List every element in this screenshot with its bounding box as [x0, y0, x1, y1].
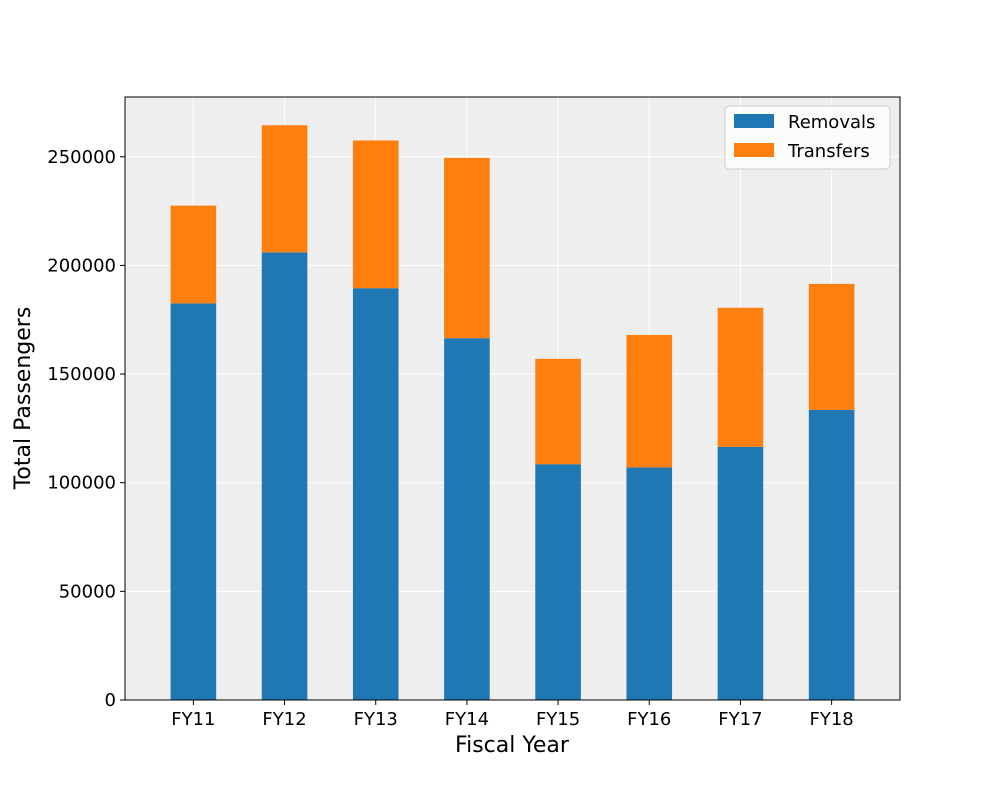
bar-removals-fy11	[170, 303, 217, 700]
bar-transfers-fy18	[808, 283, 855, 410]
x-tick-label: FY18	[809, 709, 853, 730]
legend-label-removals: Removals	[788, 112, 875, 133]
x-axis-label: Fiscal Year	[455, 733, 570, 758]
bar-removals-fy15	[535, 464, 581, 700]
x-tick-label: FY12	[262, 709, 306, 730]
bar-transfers-fy14	[444, 157, 490, 339]
bar-removals-fy16	[626, 467, 673, 700]
bar-removals-fy14	[444, 338, 490, 700]
y-tick-label: 150000	[47, 364, 116, 385]
y-axis-label: Total Passengers	[11, 307, 36, 491]
y-tick-label: 100000	[47, 473, 116, 494]
x-tick-label: FY15	[536, 709, 580, 730]
bar-transfers-fy17	[717, 307, 764, 447]
bar-removals-fy12	[261, 252, 308, 701]
x-tick-label: FY13	[354, 709, 398, 730]
bar-removals-fy17	[717, 446, 764, 700]
legend-label-transfers: Transfers	[787, 141, 870, 162]
plot-frame	[124, 96, 901, 701]
x-tick-label: FY11	[171, 709, 215, 730]
bar-transfers-fy11	[170, 205, 217, 304]
bar-transfers-fy13	[352, 140, 399, 289]
y-tick-label: 200000	[47, 255, 116, 276]
bar-transfers-fy12	[261, 125, 308, 253]
x-tick-label: FY14	[445, 709, 489, 730]
bar-removals-fy18	[808, 409, 855, 700]
x-tick-label: FY17	[718, 709, 762, 730]
legend-swatch-removals	[734, 114, 774, 128]
bar-transfers-fy16	[626, 334, 673, 468]
legend-swatch-transfers	[734, 143, 774, 157]
legend: Removals Transfers	[724, 105, 891, 170]
y-tick-label: 250000	[47, 147, 116, 168]
bar-transfers-fy15	[535, 358, 581, 465]
y-tick-label: 50000	[59, 581, 116, 602]
plot-background	[125, 97, 900, 700]
y-tick-label: 0	[105, 690, 116, 711]
bar-removals-fy13	[352, 288, 399, 700]
x-tick-label: FY16	[627, 709, 671, 730]
